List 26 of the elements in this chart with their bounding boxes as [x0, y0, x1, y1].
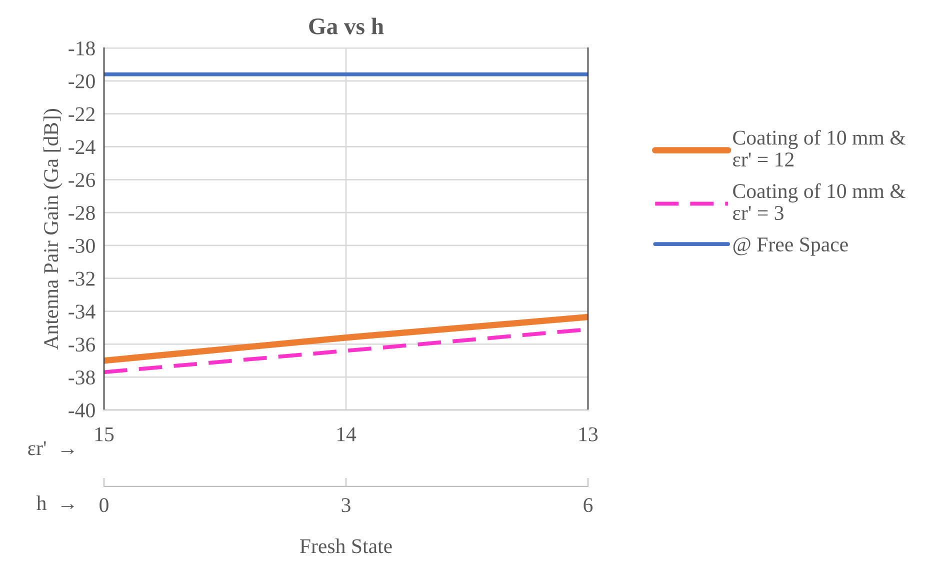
legend-label: Coating of 10 mm & εr' = 12 [733, 130, 906, 167]
y-tick-label: -18 [68, 41, 95, 56]
y-tick-label: -30 [68, 238, 95, 253]
y-tick-label: -20 [68, 74, 95, 88]
y-tick-label: -40 [68, 403, 95, 418]
legend-label: @ Free Space [733, 237, 848, 256]
y-tick-label: -22 [68, 107, 95, 122]
y-tick-label: -24 [68, 140, 96, 154]
y-tick-label: -38 [68, 370, 95, 385]
x2-tick-label: 13 [579, 427, 598, 442]
y-tick-label: -28 [68, 206, 95, 220]
text: εr' → [28, 441, 74, 456]
y-tick-label: -34 [68, 304, 96, 319]
x-tick-label: 6 [584, 498, 593, 512]
y-tick-label: -32 [68, 272, 95, 286]
y-tick-label: -36 [68, 338, 96, 352]
y-axis-title: Antenna Pair Gain (Ga [dB]) [43, 109, 62, 350]
chart-title: Ga vs h [309, 18, 384, 34]
y-tick-label: -26 [68, 173, 96, 188]
x2-tick-label: 15 [95, 427, 114, 442]
x-tick-label: 0 [100, 498, 108, 512]
legend-label: Coating of 10 mm & εr' = 3 [733, 183, 906, 220]
x-tick-label: 3 [342, 498, 350, 512]
x-axis-title: Fresh State [300, 538, 392, 554]
x2-tick-label: 14 [337, 427, 356, 442]
text: h → [36, 496, 74, 510]
